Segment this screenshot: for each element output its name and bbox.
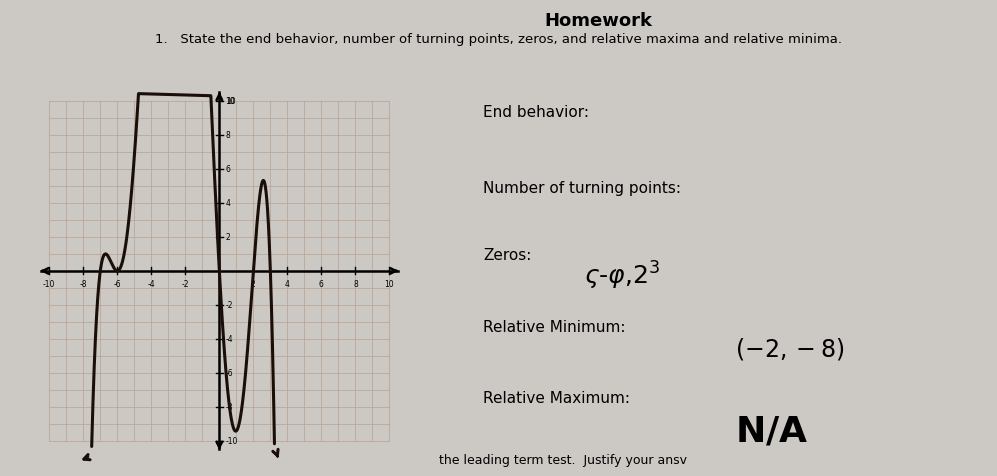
Text: -4: -4 bbox=[148, 280, 156, 289]
Text: 8: 8 bbox=[353, 280, 358, 289]
Text: -2: -2 bbox=[181, 280, 189, 289]
Text: 2: 2 bbox=[251, 280, 255, 289]
Text: 4: 4 bbox=[285, 280, 290, 289]
Text: $\mathit{\varsigma}$-$\mathit{\varphi}$,$\mathit{2}$$^3$: $\mathit{\varsigma}$-$\mathit{\varphi}$,… bbox=[584, 259, 660, 292]
Text: 10: 10 bbox=[225, 97, 235, 106]
Text: -10: -10 bbox=[225, 436, 237, 446]
Text: -10: -10 bbox=[43, 280, 56, 289]
Text: 4: 4 bbox=[225, 199, 230, 208]
Text: -6: -6 bbox=[114, 280, 121, 289]
Text: Relative Minimum:: Relative Minimum: bbox=[484, 319, 626, 334]
Text: -4: -4 bbox=[225, 335, 233, 344]
Text: -8: -8 bbox=[80, 280, 87, 289]
Text: Homework: Homework bbox=[544, 12, 652, 30]
Text: Relative Maximum:: Relative Maximum: bbox=[484, 390, 630, 405]
Text: $\mathbf{N/A}$: $\mathbf{N/A}$ bbox=[735, 414, 808, 448]
Text: -6: -6 bbox=[225, 368, 233, 377]
Text: 6: 6 bbox=[319, 280, 324, 289]
Text: 1.   State the end behavior, number of turning points, zeros, and relative maxim: 1. State the end behavior, number of tur… bbox=[155, 33, 842, 46]
Text: -8: -8 bbox=[225, 403, 232, 412]
Text: 10: 10 bbox=[385, 280, 394, 289]
Text: 6: 6 bbox=[225, 165, 230, 174]
Text: 2: 2 bbox=[225, 233, 230, 242]
Text: $\mathit{(-2,-8)}$: $\mathit{(-2,-8)}$ bbox=[735, 336, 843, 362]
Text: 8: 8 bbox=[225, 131, 230, 140]
Text: Number of turning points:: Number of turning points: bbox=[484, 181, 681, 196]
Text: End behavior:: End behavior: bbox=[484, 105, 589, 119]
Text: the leading term test.  Justify your ansv: the leading term test. Justify your ansv bbox=[439, 454, 687, 466]
Text: -2: -2 bbox=[225, 301, 232, 310]
Text: 10: 10 bbox=[226, 97, 235, 106]
Text: Zeros:: Zeros: bbox=[484, 248, 531, 262]
